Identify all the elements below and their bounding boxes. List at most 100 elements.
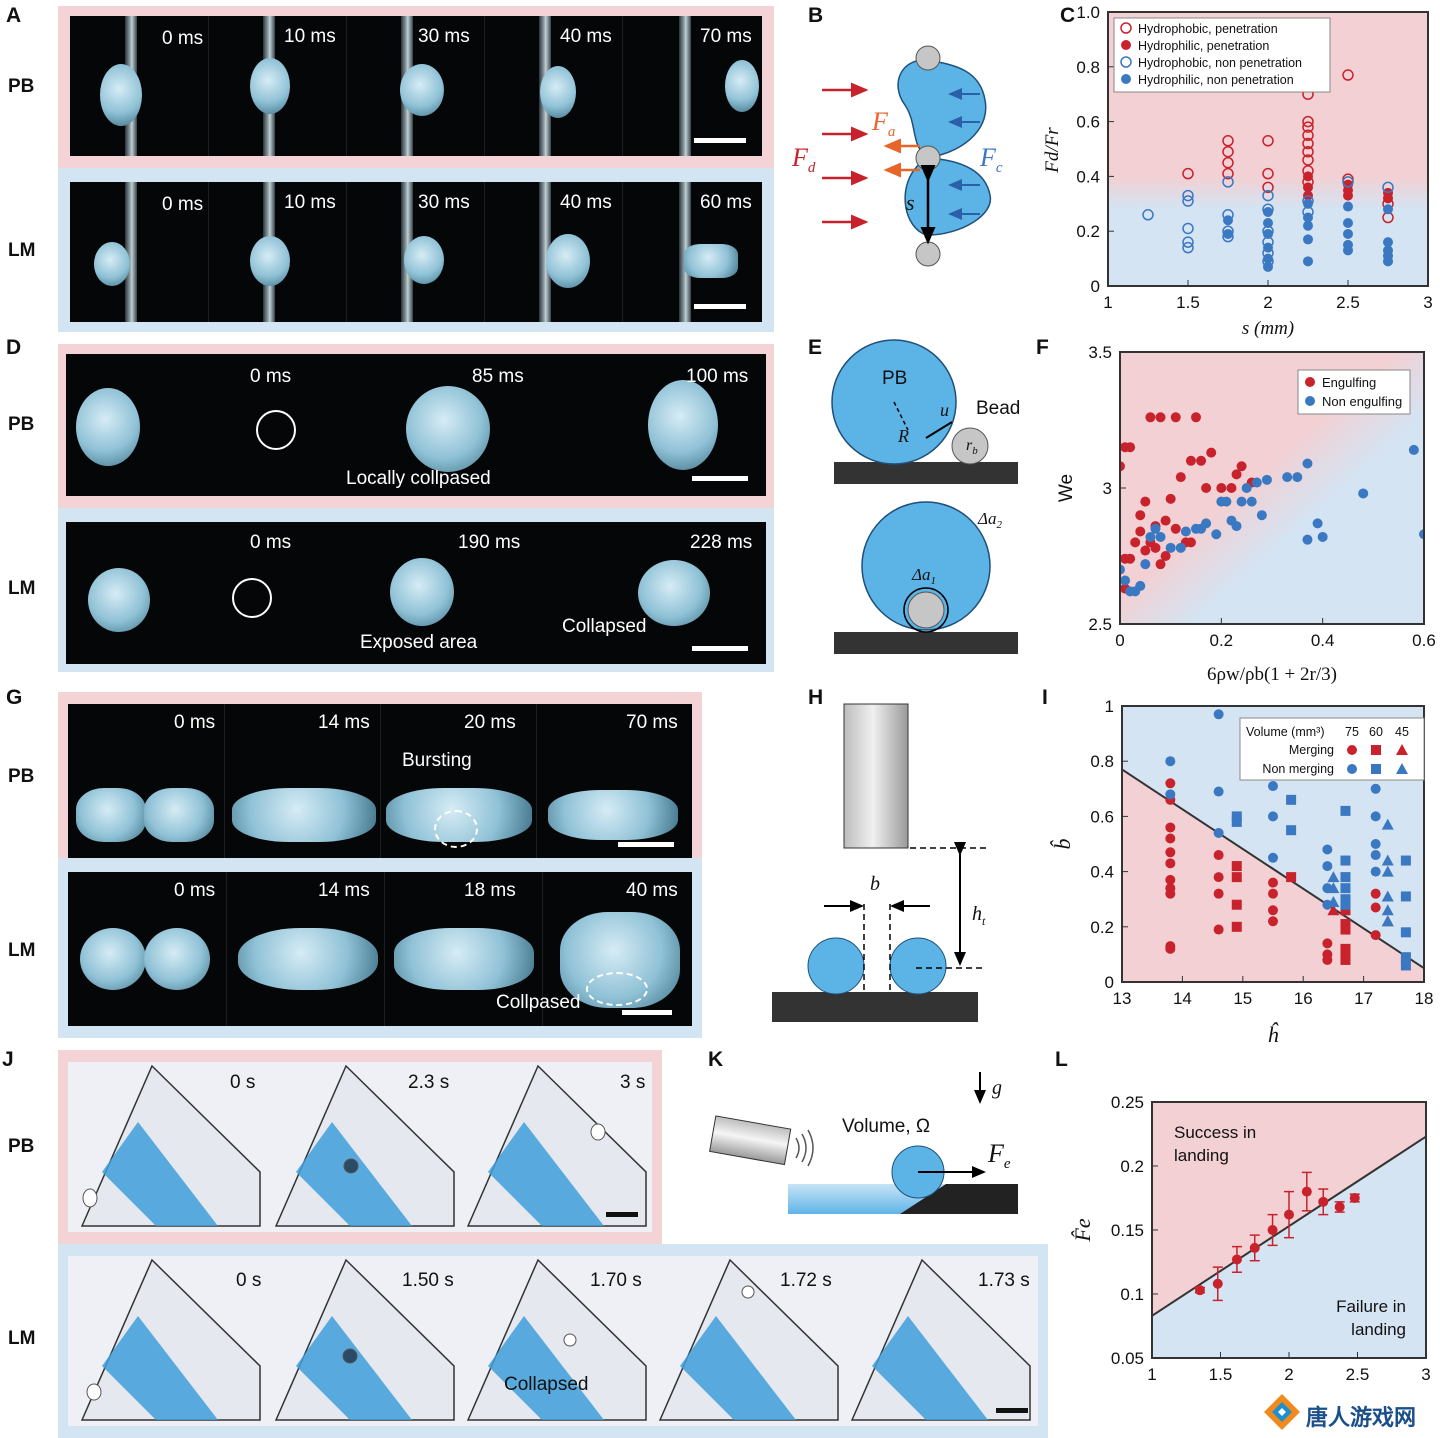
panel-j-pb-image-strip: 0 s 2.3 s 3 s [68, 1062, 652, 1232]
bead-highlight-circle [232, 578, 272, 618]
marble-image [238, 928, 378, 990]
time-label: 3 s [620, 1072, 646, 1093]
data-point [1268, 877, 1278, 888]
x-tick-label: 2.5 [1346, 1365, 1370, 1384]
data-point [1213, 709, 1224, 720]
data-point [1370, 930, 1381, 941]
data-point [1340, 924, 1351, 935]
y-axis-label: Fd/Fr [1042, 127, 1063, 174]
panel-d-row-label-pb: PB [8, 414, 35, 435]
data-point [1370, 902, 1381, 913]
tank-frame-1 [80, 1064, 261, 1227]
marble-image [144, 928, 210, 990]
data-point [1251, 477, 1262, 488]
panel-label-g: G [6, 686, 23, 709]
y-axis-label: We [1056, 474, 1077, 502]
data-point [1263, 261, 1273, 272]
legend: Volume (mm³) 75 60 45 Merging Non merging [1239, 717, 1425, 781]
svg-text:Fa: Fa [871, 107, 895, 140]
droplet-upper-lobe [897, 59, 987, 159]
data-point [1213, 850, 1224, 861]
time-label: 0 ms [162, 194, 204, 215]
bead-top [951, 427, 989, 465]
data-point [1303, 182, 1313, 193]
y-tick-label: 0.2 [1076, 222, 1100, 241]
data-point [1135, 510, 1146, 521]
y-tick-label: 3 [1103, 479, 1112, 498]
data-point [1145, 412, 1156, 423]
data-point [1175, 472, 1186, 483]
marble-image [394, 928, 534, 990]
data-point [1226, 483, 1237, 493]
time-label: 228 ms [690, 532, 753, 553]
data-point [1263, 217, 1273, 228]
legend-entry: Hydrophilic, penetration [1138, 39, 1269, 53]
label-fa-sub: a [888, 124, 896, 140]
time-label: 1.50 s [402, 1270, 454, 1291]
y-tick-label: 0 [1091, 277, 1100, 296]
data-point [1201, 483, 1212, 493]
time-label: 30 ms [418, 192, 470, 213]
scale-bar [694, 304, 746, 309]
data-point [1165, 822, 1176, 833]
data-point [1231, 469, 1242, 480]
data-point [1302, 137, 1314, 150]
data-point [1327, 882, 1340, 894]
y-tick-label: 0.25 [1111, 1093, 1144, 1112]
data-point [1165, 778, 1176, 789]
data-point [1358, 488, 1369, 499]
data-point [1231, 872, 1242, 883]
data-point [1370, 866, 1381, 877]
panel-g-pb-image-strip: 0 ms 14 ms 20 ms 70 ms Bursting [68, 704, 692, 858]
panel-label-c: C [1060, 4, 1076, 27]
data-point [1180, 526, 1191, 537]
data-point [1165, 943, 1176, 954]
panel-label-f: F [1036, 336, 1049, 359]
image-frame [68, 872, 227, 1026]
panel-label-b: B [808, 4, 824, 27]
legend-entry: Hydrophobic, non penetration [1138, 56, 1302, 70]
data-point [1213, 786, 1224, 797]
legend-marker [1396, 744, 1408, 755]
panel-label-k: K [708, 1048, 724, 1071]
panel-j-lm-images [80, 1258, 1031, 1421]
data-point [1140, 545, 1151, 556]
legend-box [1297, 369, 1411, 415]
bead-bottom [915, 241, 941, 267]
data-point [1182, 167, 1194, 180]
data-point [1340, 943, 1351, 954]
data-point [1381, 865, 1394, 877]
data-point [1343, 217, 1353, 228]
panel-g-row-label-lm: LM [8, 940, 36, 961]
legend-box [1113, 17, 1331, 93]
y-tick-label: 1 [1105, 697, 1114, 716]
data-point [1125, 442, 1136, 453]
droplet-image [232, 788, 376, 842]
data-point [1135, 580, 1146, 591]
x-tick-label: 1 [1147, 1365, 1156, 1384]
data-point [1165, 888, 1176, 899]
burst-highlight [434, 810, 478, 848]
y-axis-label: b̂ [1050, 839, 1075, 850]
data-point [1212, 1278, 1223, 1289]
data-point [1155, 531, 1166, 542]
legend-marker [1347, 745, 1357, 755]
data-point [1263, 253, 1273, 264]
rod-image [539, 182, 551, 322]
data-point [1322, 954, 1333, 965]
label-da1-sub: 1 [930, 575, 936, 587]
time-label: 20 ms [464, 712, 516, 733]
data-point [1302, 458, 1313, 469]
plot-area [1152, 1102, 1426, 1358]
legend-box [1239, 717, 1425, 781]
droplet-image [684, 244, 738, 278]
data-point [1342, 69, 1354, 81]
data-point [1120, 461, 1125, 472]
x-tick-label: 16 [1294, 989, 1313, 1008]
data-point [1303, 220, 1313, 231]
data-point [1213, 888, 1224, 899]
data-point [1327, 895, 1340, 907]
legend: Engulfing Non engulfing [1297, 369, 1411, 415]
panel-j-lm-image-strip: 0 s 1.50 s 1.70 s 1.72 s 1.73 s Collapse… [68, 1256, 1038, 1426]
bead-bottom [907, 591, 945, 629]
